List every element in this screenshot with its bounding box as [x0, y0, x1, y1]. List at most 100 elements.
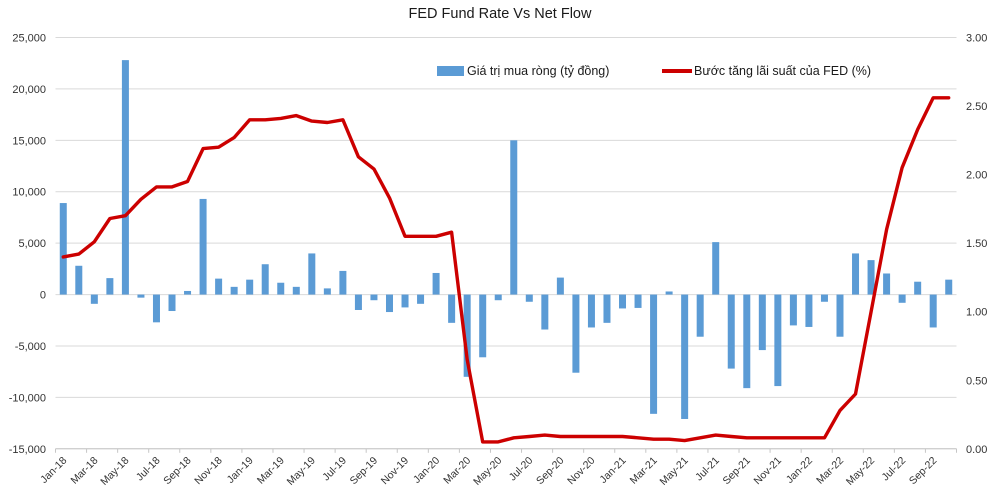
x-axis-label: Sep-22 — [907, 455, 940, 488]
x-axis-label: Mar-19 — [255, 455, 287, 487]
bar-Sep-22 — [929, 294, 937, 328]
right-axis-tick-label: 1.50 — [966, 238, 987, 250]
right-axis-tick-label: 0.50 — [966, 375, 987, 387]
x-axis-label: Sep-18 — [161, 455, 194, 488]
bar-Dec-18 — [230, 286, 238, 295]
x-axis-label: Sep-19 — [348, 455, 381, 488]
x-axis-label: May-18 — [98, 455, 131, 488]
bar-Aug-19 — [354, 294, 362, 310]
bar-Dec-19 — [417, 294, 425, 304]
bar-Feb-18 — [75, 265, 83, 295]
bar-Dec-21 — [789, 294, 797, 326]
bar-Mar-21 — [650, 294, 658, 414]
bar-Oct-18 — [199, 198, 207, 295]
bar-Jan-18 — [59, 203, 67, 295]
bar-Jul-18 — [152, 294, 160, 323]
legend-label-fed-rate: Bước tăng lãi suất của FED (%) — [694, 64, 872, 78]
bar-Feb-22 — [820, 294, 828, 302]
right-axis-tick-label: 2.00 — [966, 170, 987, 182]
bar-Feb-20 — [448, 294, 456, 323]
right-axis-tick-label: 1.00 — [966, 307, 987, 319]
bar-Aug-20 — [541, 294, 549, 330]
bar-Sep-19 — [370, 294, 378, 301]
right-axis-tick-label: 0.00 — [966, 444, 987, 456]
left-axis-tick-label: 10,000 — [12, 187, 46, 199]
bar-Mar-18 — [90, 294, 98, 304]
x-axis-label: May-21 — [658, 455, 691, 488]
bar-May-18 — [121, 60, 129, 295]
x-axis-label: Mar-20 — [441, 455, 473, 487]
bar-Jul-20 — [525, 294, 533, 302]
bar-Sep-18 — [184, 290, 192, 295]
x-axis-label: Jan-20 — [411, 455, 442, 486]
x-axis-label: Jul-22 — [880, 455, 909, 484]
legend-item-fed-rate: Bước tăng lãi suất của FED (%) — [662, 61, 871, 81]
x-axis-label: Jul-18 — [134, 455, 163, 484]
left-axis-tick-label: 15,000 — [12, 135, 46, 147]
bar-Jun-20 — [510, 140, 518, 295]
x-axis-label: Sep-20 — [534, 455, 567, 488]
bar-Apr-19 — [292, 286, 300, 295]
x-axis-label: Nov-21 — [752, 455, 785, 488]
fed-rate-line — [61, 96, 951, 444]
bar-Jan-22 — [805, 294, 813, 327]
bar-series-swatch — [437, 66, 464, 76]
bar-Jul-22 — [898, 294, 906, 303]
x-axis-label: Nov-20 — [565, 455, 598, 488]
bar-May-19 — [308, 253, 316, 295]
x-axis-label: Nov-19 — [379, 455, 412, 488]
x-axis-label: Jan-19 — [225, 455, 256, 486]
bar-Apr-18 — [106, 278, 114, 295]
bar-May-20 — [494, 294, 502, 301]
legend-label-net-flow: Giá trị mua ròng (tỷ đồng) — [467, 64, 610, 78]
bar-Oct-21 — [758, 294, 766, 351]
bar-Aug-22 — [914, 281, 922, 295]
left-axis-tick-label: -15,000 — [9, 444, 46, 456]
bar-Jun-19 — [323, 288, 331, 295]
bar-May-22 — [867, 260, 875, 295]
left-axis-tick-label: 0 — [40, 290, 46, 302]
bar-Jan-19 — [246, 279, 254, 295]
bar-Apr-20 — [479, 294, 487, 358]
chart-title: FED Fund Rate Vs Net Flow — [408, 6, 592, 22]
x-axis-label: Nov-18 — [192, 455, 225, 488]
bar-Jun-22 — [883, 273, 891, 295]
bar-Apr-21 — [665, 291, 673, 295]
x-axis-label: Jan-22 — [784, 455, 815, 486]
bar-Jun-18 — [137, 294, 145, 298]
left-axis-tick-label: -10,000 — [9, 392, 46, 404]
bar-Oct-19 — [385, 294, 393, 313]
x-axis-label: Mar-22 — [814, 455, 846, 487]
bar-Jun-21 — [696, 294, 704, 337]
left-axis-tick-label: 25,000 — [12, 33, 46, 45]
bar-Mar-22 — [836, 294, 844, 337]
left-axis-tick-label: 5,000 — [18, 238, 46, 250]
bar-Nov-20 — [587, 294, 595, 328]
x-axis-label: May-22 — [844, 455, 877, 488]
bar-Oct-20 — [572, 294, 580, 373]
legend-item-net-flow: Giá trị mua ròng (tỷ đồng) — [437, 61, 609, 81]
bar-Nov-21 — [774, 294, 782, 387]
bar-Jul-19 — [339, 270, 347, 295]
bar-Feb-19 — [261, 264, 269, 295]
x-axis-label: Jul-21 — [693, 455, 722, 484]
bar-Jan-20 — [432, 272, 440, 295]
bar-Mar-19 — [277, 282, 285, 295]
bar-Feb-21 — [634, 294, 642, 308]
bar-Nov-18 — [215, 278, 223, 295]
x-axis-label: May-20 — [471, 455, 504, 488]
x-axis-label: Jan-21 — [597, 455, 628, 486]
left-axis-tick-label: 20,000 — [12, 84, 46, 96]
legend: Giá trị mua ròng (tỷ đồng) Bước tăng lãi… — [0, 61, 1000, 81]
bar-May-21 — [681, 294, 689, 419]
x-axis-label: Jul-20 — [507, 455, 536, 484]
bar-Dec-20 — [603, 294, 611, 323]
bar-Nov-19 — [401, 294, 409, 308]
x-axis-label: Jan-18 — [38, 455, 69, 486]
x-axis-label: Mar-18 — [68, 455, 100, 487]
line-series-swatch — [662, 69, 692, 73]
x-axis-label: Mar-21 — [628, 455, 660, 487]
bar-Oct-22 — [945, 279, 953, 295]
